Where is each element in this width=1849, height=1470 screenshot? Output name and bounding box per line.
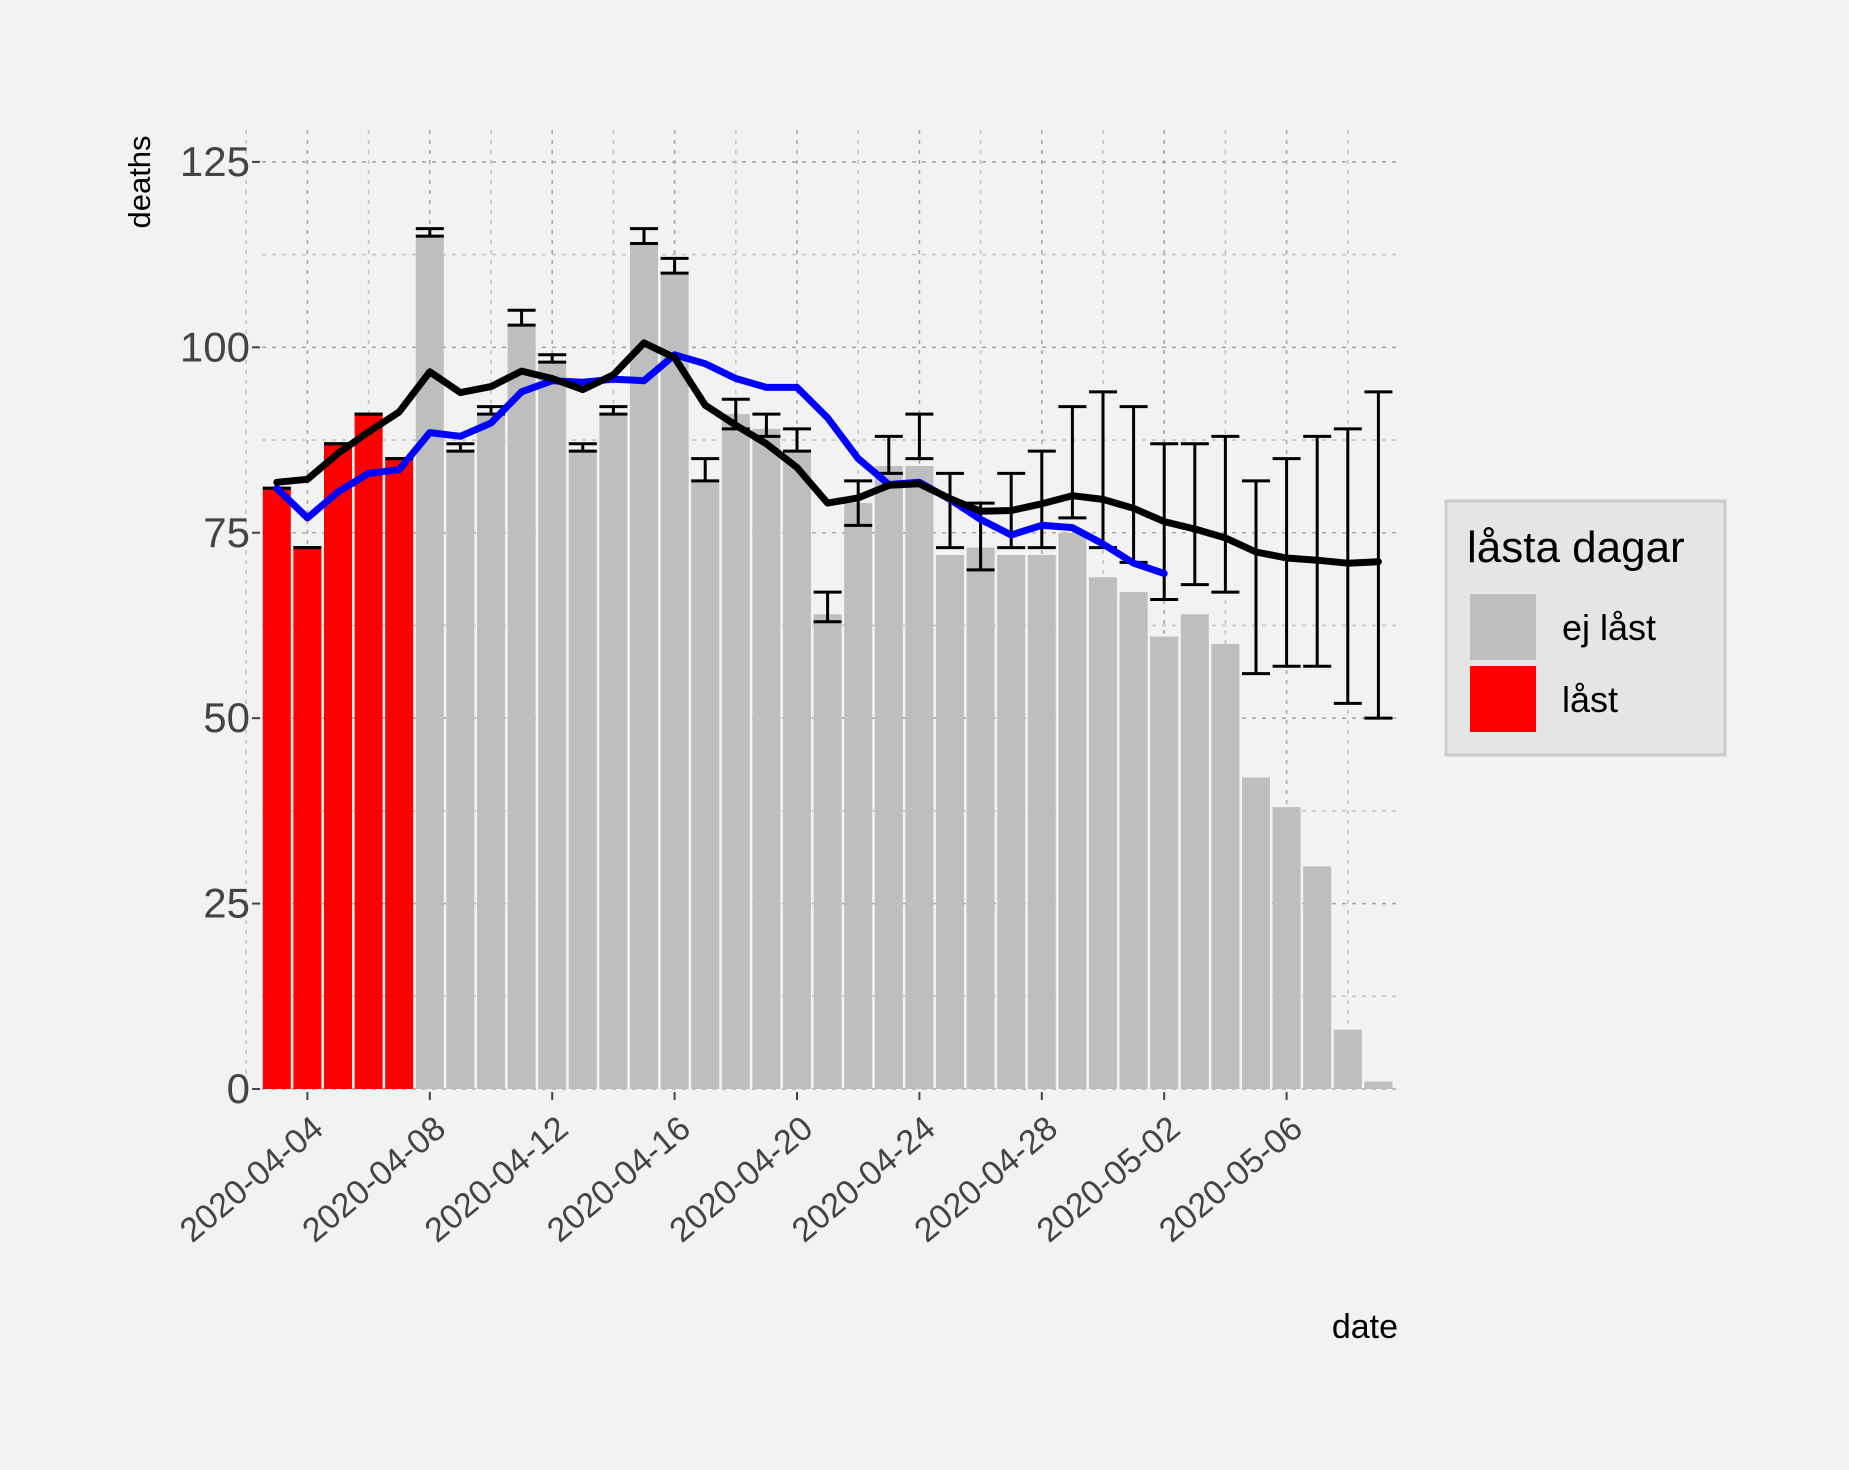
error-bar [1364, 390, 1393, 720]
bar [324, 443, 352, 1089]
bar [293, 547, 322, 1089]
error-bar [844, 479, 873, 527]
error-bar [813, 590, 842, 624]
error-bar [568, 442, 597, 453]
error-bar [783, 427, 811, 453]
bar [966, 547, 995, 1089]
legend-label-ej-last: ej låst [1562, 607, 1656, 648]
bar [1364, 1081, 1393, 1089]
error-bar [905, 412, 934, 461]
legend-swatch-last [1470, 666, 1536, 732]
error-bar [1211, 434, 1240, 594]
bar [507, 325, 536, 1089]
y-tick-label: 125 [180, 138, 250, 185]
bar [905, 466, 934, 1089]
blue-series-line [273, 351, 1168, 577]
error-bar [507, 308, 536, 327]
y-tick-label: 75 [203, 509, 250, 556]
bar [660, 273, 689, 1090]
y-tick-label: 50 [203, 694, 250, 741]
y-tick-label: 100 [180, 323, 250, 370]
error-bar [1272, 457, 1301, 668]
error-bar [936, 471, 964, 550]
bar [1333, 1029, 1362, 1089]
bar [813, 614, 842, 1089]
x-axis-title: date [1332, 1308, 1398, 1346]
bar [997, 555, 1026, 1089]
bar [874, 466, 903, 1089]
bar [1272, 807, 1301, 1089]
bar [262, 488, 291, 1089]
error-bar [1242, 479, 1270, 676]
bar [752, 428, 781, 1090]
y-tick-label: 25 [203, 880, 250, 927]
bars [262, 236, 1393, 1090]
bar [599, 414, 628, 1089]
bar [446, 451, 475, 1090]
bar [721, 414, 750, 1089]
bar [1180, 614, 1209, 1089]
bar [1150, 636, 1179, 1089]
bar [477, 414, 505, 1089]
bar [844, 503, 873, 1089]
error-bar [1027, 449, 1056, 550]
bar [783, 451, 811, 1090]
bar [385, 458, 414, 1089]
bar [1211, 644, 1240, 1089]
legend-title: låsta dagar [1467, 523, 1685, 572]
error-bar [1058, 405, 1087, 520]
legend-label-last: låst [1562, 679, 1618, 720]
y-axis-title: deaths [122, 135, 157, 228]
bar [630, 243, 658, 1089]
legend: låsta dagar ej låst låst [1444, 499, 1727, 757]
legend-swatch-ej-last [1470, 594, 1536, 660]
error-bar [415, 227, 444, 238]
bar [1242, 777, 1270, 1089]
bar [568, 451, 597, 1090]
error-bar [660, 256, 689, 275]
error-bar [599, 405, 628, 416]
bar [354, 414, 383, 1089]
error-bar [630, 227, 658, 245]
bar [691, 480, 720, 1089]
y-tick-label: 0 [227, 1065, 250, 1112]
bar [538, 362, 567, 1090]
bar [1303, 866, 1332, 1089]
bar [1089, 577, 1117, 1089]
bar [936, 555, 964, 1089]
series-lines [273, 339, 1382, 577]
error-bar [538, 353, 567, 364]
error-bar [691, 457, 720, 483]
bar [1058, 532, 1087, 1089]
bar [1027, 555, 1056, 1089]
bar [1119, 592, 1148, 1089]
error-bar [446, 442, 475, 453]
error-bar [1180, 442, 1209, 587]
error-bar [1303, 434, 1332, 668]
black-series-line [273, 339, 1382, 567]
y-axis: 0 25 50 75 100 125 [180, 138, 260, 1112]
bar [415, 236, 444, 1090]
